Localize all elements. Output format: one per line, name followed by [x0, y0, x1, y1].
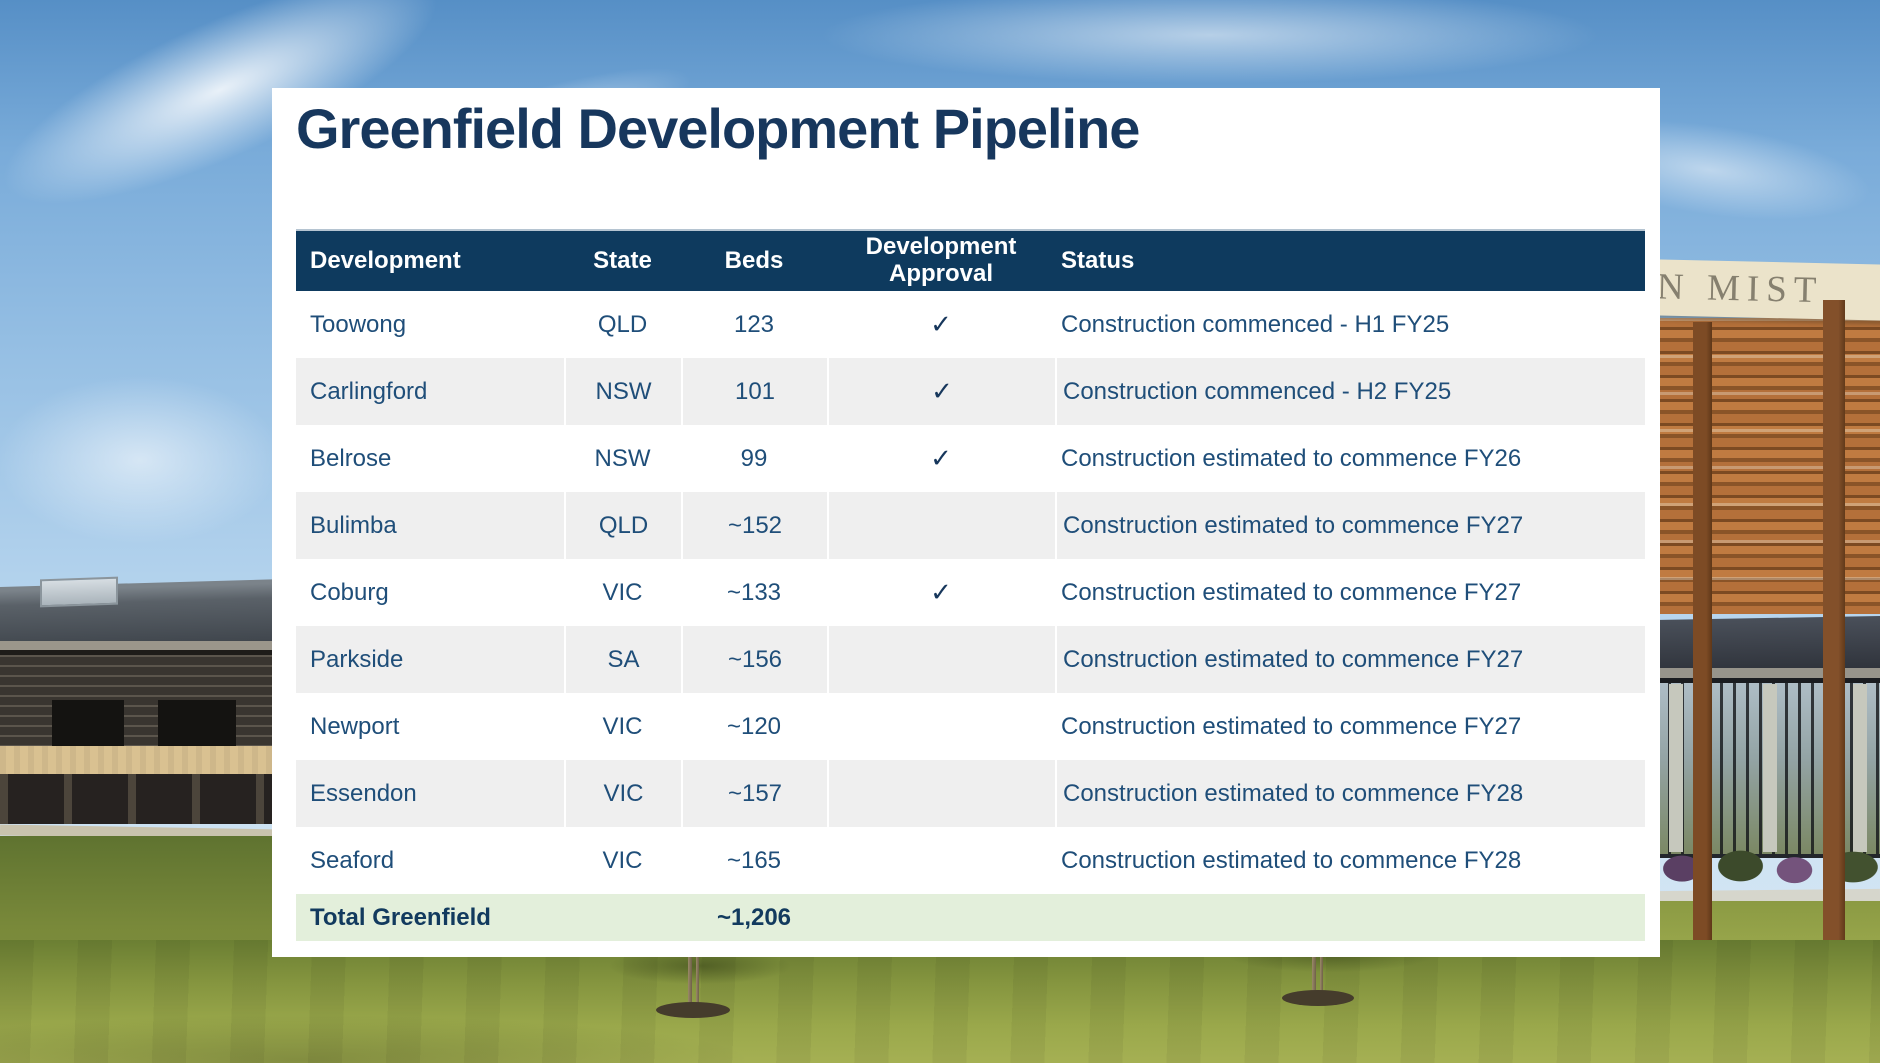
check-icon: [827, 492, 1055, 559]
table-row: Essendon VIC ~157 Construction estimated…: [296, 760, 1645, 827]
check-icon: ✓: [827, 358, 1055, 425]
table-row: Belrose NSW 99 ✓ Construction estimated …: [296, 425, 1645, 492]
check-icon: ✓: [930, 577, 952, 607]
sapling-stake: [1320, 940, 1323, 998]
total-spacer: [1055, 894, 1645, 941]
cell-status: Construction estimated to commence FY27: [1061, 578, 1522, 606]
timber-post: [1823, 300, 1845, 960]
building-window: [52, 700, 124, 746]
cell-status: Construction commenced - H1 FY25: [1061, 310, 1450, 338]
table-header-row: Development State Beds Development Appro…: [296, 229, 1645, 291]
cell-beds: ~165: [726, 846, 782, 874]
total-spacer: [564, 894, 681, 941]
table-row: Seaford VIC ~165 Construction estimated …: [296, 827, 1645, 894]
check-icon: [827, 827, 1055, 894]
cell-beds: ~157: [681, 760, 827, 827]
header-beds: Beds: [724, 246, 784, 274]
total-beds: ~1,206: [716, 903, 792, 931]
total-row: Total Greenfield ~1,206: [296, 894, 1645, 941]
building-window: [158, 700, 236, 746]
cell-status: Construction estimated to commence FY27: [1055, 626, 1645, 693]
header-development-approval: Development Approval: [865, 233, 1017, 287]
mulch-bed: [656, 1002, 730, 1018]
cell-state: VIC: [602, 712, 643, 740]
cell-state: VIC: [602, 578, 643, 606]
check-icon: [827, 626, 1055, 693]
sapling-stake: [696, 946, 699, 1012]
cell-beds: ~133: [726, 578, 782, 606]
timber-post: [1693, 322, 1712, 958]
check-icon: ✓: [930, 443, 952, 473]
building-cream-band: [0, 746, 282, 774]
cell-beds: 101: [681, 358, 827, 425]
cell-state: QLD: [564, 492, 681, 559]
cell-status: Construction estimated to commence FY27: [1055, 492, 1645, 559]
cell-development: Toowong: [310, 310, 407, 338]
building-fascia: [1655, 668, 1880, 678]
cell-state: NSW: [564, 358, 681, 425]
header-status: Status: [1061, 247, 1135, 274]
eave-shadow: [0, 650, 282, 655]
sapling-tree: [1312, 936, 1316, 1000]
cell-development: Bulimba: [310, 511, 397, 539]
cell-development: Seaford: [310, 846, 395, 874]
table-row: Parkside SA ~156 Construction estimated …: [296, 626, 1645, 693]
fence-post: [1853, 684, 1867, 852]
cell-development: Newport: [310, 712, 400, 740]
cell-state: VIC: [564, 760, 681, 827]
roof-skylight: [40, 576, 118, 608]
cell-beds: 99: [740, 444, 768, 472]
table-row: Toowong QLD 123 ✓ Construction commenced…: [296, 291, 1645, 358]
check-icon: [827, 760, 1055, 827]
table-row: Bulimba QLD ~152 Construction estimated …: [296, 492, 1645, 559]
total-spacer: [827, 894, 1055, 941]
cell-beds: ~152: [681, 492, 827, 559]
cell-state: VIC: [602, 846, 643, 874]
cell-state: NSW: [594, 444, 651, 472]
cell-state: SA: [564, 626, 681, 693]
table-body: Toowong QLD 123 ✓ Construction commenced…: [296, 291, 1645, 894]
page-title: Greenfield Development Pipeline: [296, 97, 1140, 160]
foreground-lawn: [0, 936, 1880, 1063]
building-roof: [1655, 616, 1880, 672]
sapling-tree: [688, 942, 692, 1014]
building-wall: [0, 655, 282, 747]
cell-beds: ~120: [726, 712, 782, 740]
cell-status: Construction estimated to commence FY28: [1061, 846, 1522, 874]
table-row: Newport VIC ~120 Construction estimated …: [296, 693, 1645, 760]
cell-beds: 123: [733, 310, 775, 338]
cell-development: Carlingford: [310, 377, 428, 405]
timber-entry-photo: N MIST: [1654, 0, 1880, 1063]
pipeline-table: Development State Beds Development Appro…: [296, 229, 1645, 941]
cell-development: Essendon: [310, 779, 417, 807]
cell-development: Coburg: [310, 578, 389, 606]
fence-post: [1669, 684, 1683, 852]
left-building-photo: [0, 0, 298, 1063]
village-sign: N MIST: [1654, 259, 1880, 321]
cell-development: Parkside: [310, 645, 404, 673]
fence-post: [1763, 684, 1777, 852]
cell-status: Construction estimated to commence FY26: [1061, 444, 1522, 472]
header-state: State: [593, 246, 652, 274]
mulch-bed: [1282, 990, 1354, 1006]
cell-beds: ~156: [681, 626, 827, 693]
flowering-shrubs: [1655, 840, 1880, 892]
building-fascia: [0, 641, 282, 650]
cell-status: Construction estimated to commence FY27: [1061, 712, 1522, 740]
cell-status: Construction estimated to commence FY28: [1055, 760, 1645, 827]
table-row: Carlingford NSW 101 ✓ Construction comme…: [296, 358, 1645, 425]
slide-panel: Greenfield Development Pipeline Developm…: [272, 88, 1660, 957]
cell-status: Construction commenced - H2 FY25: [1055, 358, 1645, 425]
table-row: Coburg VIC ~133 ✓ Construction estimated…: [296, 559, 1645, 626]
cell-state: QLD: [597, 310, 648, 338]
building-veranda: [0, 774, 282, 824]
cell-development: Belrose: [310, 444, 392, 472]
check-icon: ✓: [930, 309, 952, 339]
header-development: Development: [310, 247, 461, 274]
total-label: Total Greenfield: [310, 903, 491, 931]
check-icon: [827, 693, 1055, 760]
